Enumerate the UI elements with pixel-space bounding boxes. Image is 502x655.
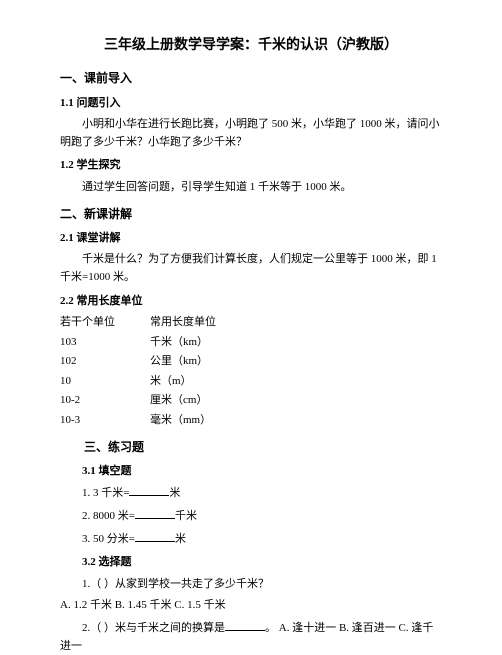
unit-cell: 102 — [60, 353, 150, 371]
section-2-heading: 二、新课讲解 — [60, 205, 442, 224]
fill-blank-item: 2. 8000 米= 千米 — [60, 507, 442, 526]
choice-options: A. 1.2 千米 B. 1.45 千米 C. 1.5 千米 — [60, 597, 442, 615]
unit-header-row: 若干个单位 常用长度单位 — [60, 314, 442, 332]
fill-blank-unit: 米 — [169, 487, 180, 499]
section-2-1-heading: 2.1 课堂讲解 — [60, 230, 442, 248]
fill-blank-unit: 千米 — [175, 510, 197, 522]
section-2-1-text: 千米是什么？为了方便我们计算长度，人们规定一公里等于 1000 米，即 1 千米… — [60, 251, 442, 286]
unit-row: 10 米（m） — [60, 373, 442, 391]
choice-question: 2.（ ）米与千米之间的换算是。 A. 逢十进一 B. 逢百进一 C. 逢千进一 — [60, 619, 442, 655]
unit-cell: 103 — [60, 334, 150, 352]
unit-cell: 10-3 — [60, 412, 150, 430]
fill-blank-prefix: 2. 8000 米= — [82, 510, 135, 522]
unit-cell: 10-2 — [60, 392, 150, 410]
section-1-heading: 一、课前导入 — [60, 69, 442, 88]
unit-header-c1: 若干个单位 — [60, 314, 150, 332]
unit-row: 10-3 毫米（mm） — [60, 412, 442, 430]
section-3-1-heading: 3.1 填空题 — [60, 463, 442, 481]
blank-line — [135, 507, 175, 519]
choice-question: 1.（ ）从家到学校一共走了多少千米？ — [60, 576, 442, 594]
section-2-2-heading: 2.2 常用长度单位 — [60, 293, 442, 311]
fill-blank-prefix: 3. 50 分米= — [82, 533, 135, 545]
section-1-1-heading: 1.1 问题引入 — [60, 95, 442, 113]
choice-q2-text: 2.（ ）米与千米之间的换算是 — [82, 622, 225, 634]
section-1-2-text: 通过学生回答问题，引导学生知道 1 千米等于 1000 米。 — [60, 179, 442, 197]
blank-line — [129, 484, 169, 496]
section-1-1-text: 小明和小华在进行长跑比赛，小明跑了 500 米，小华跑了 1000 米，请问小明… — [60, 116, 442, 151]
doc-title: 三年级上册数学导学案：千米的认识（沪教版） — [60, 35, 442, 57]
section-3-heading: 三、练习题 — [60, 438, 442, 457]
fill-blank-item: 1. 3 千米= 米 — [60, 484, 442, 503]
unit-cell: 千米（km） — [150, 334, 442, 352]
unit-row: 103 千米（km） — [60, 334, 442, 352]
fill-blank-prefix: 1. 3 千米= — [82, 487, 129, 499]
fill-blank-item: 3. 50 分米= 米 — [60, 530, 442, 549]
section-1-2-heading: 1.2 学生探究 — [60, 157, 442, 175]
unit-cell: 厘米（cm） — [150, 392, 442, 410]
blank-line — [135, 530, 175, 542]
unit-row: 102 公里（km） — [60, 353, 442, 371]
unit-cell: 米（m） — [150, 373, 442, 391]
blank-line — [225, 619, 265, 631]
unit-cell: 公里（km） — [150, 353, 442, 371]
fill-blank-unit: 米 — [175, 533, 186, 545]
unit-cell: 10 — [60, 373, 150, 391]
unit-header-c2: 常用长度单位 — [150, 314, 442, 332]
unit-cell: 毫米（mm） — [150, 412, 442, 430]
section-3-2-heading: 3.2 选择题 — [60, 554, 442, 572]
unit-row: 10-2 厘米（cm） — [60, 392, 442, 410]
